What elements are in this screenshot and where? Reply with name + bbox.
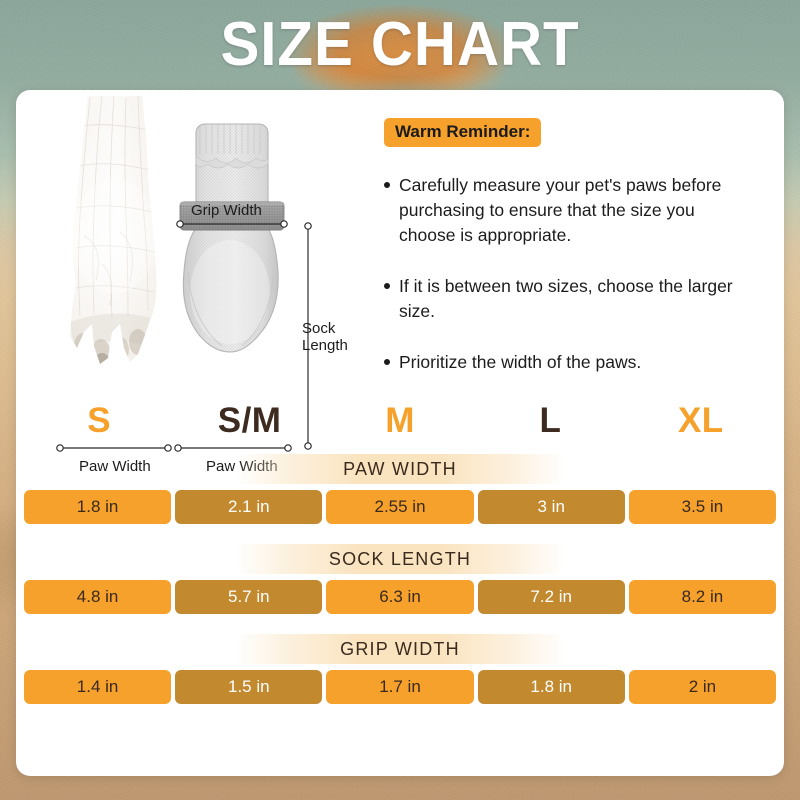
section-band [235, 454, 565, 484]
reminder-tip: If it is between two sizes, choose the l… [384, 274, 756, 324]
value-cell: 6.3 in [326, 580, 474, 614]
section-label-sock-length: SOCK LENGTH [16, 542, 784, 576]
size-header-l: L [539, 401, 562, 440]
section-spacer [16, 614, 784, 632]
size-header-s: S [87, 401, 112, 440]
value-cell: 2.55 in [326, 490, 474, 524]
reminder-tip: Prioritize the width of the paws. [384, 350, 756, 375]
dog-paw-photo [50, 96, 180, 364]
size-header-sm: S/M [217, 401, 282, 440]
section-label-grip-width: GRIP WIDTH [16, 632, 784, 666]
value-row-paw-width: 1.8 in 2.1 in 2.55 in 3 in 3.5 in [16, 490, 784, 524]
sock-length-label: Sock Length [302, 320, 348, 354]
size-chart-card: Grip Width Sock Length Paw Width Paw Wid… [16, 90, 784, 776]
section-label-text: SOCK LENGTH [328, 548, 472, 569]
value-cell: 1.4 in [24, 670, 172, 704]
warm-reminder-panel: Warm Reminder: Carefully measure your pe… [384, 118, 756, 375]
value-cell: 7.2 in [477, 580, 625, 614]
value-cell: 1.5 in [175, 670, 323, 704]
measurement-diagram: Grip Width Sock Length Paw Width Paw Wid… [16, 90, 784, 475]
reminder-tip: Carefully measure your pet's paws before… [384, 173, 756, 248]
size-header-m: M [385, 401, 415, 440]
value-cell: 1.8 in [24, 490, 172, 524]
section-label-text: PAW WIDTH [343, 458, 457, 479]
value-cell: 1.7 in [326, 670, 474, 704]
value-cell: 8.2 in [628, 580, 777, 614]
value-cell: 3 in [477, 490, 625, 524]
value-row-sock-length: 4.8 in 5.7 in 6.3 in 7.2 in 8.2 in [16, 580, 784, 614]
dog-sock-illustration [172, 122, 292, 360]
value-cell: 2 in [628, 670, 777, 704]
section-label-text: GRIP WIDTH [340, 638, 460, 659]
value-cell: 4.8 in [24, 580, 172, 614]
size-table: S S/M M L XL PAW WIDTH 1.8 in 2.1 in 2.5… [16, 390, 784, 704]
grip-width-label: Grip Width [191, 202, 262, 219]
value-row-grip-width: 1.4 in 1.5 in 1.7 in 1.8 in 2 in [16, 670, 784, 704]
size-header-row: S S/M M L XL [16, 390, 784, 452]
section-spacer [16, 524, 784, 542]
warm-reminder-badge: Warm Reminder: [384, 118, 542, 147]
size-header-xl: XL [677, 401, 724, 440]
value-cell: 5.7 in [175, 580, 323, 614]
value-cell: 3.5 in [628, 490, 777, 524]
paw-width-label-photo: Paw Width [79, 458, 151, 475]
page-title: SIZE CHART [220, 10, 580, 79]
value-cell: 1.8 in [477, 670, 625, 704]
section-band [235, 634, 565, 664]
section-label-paw-width: PAW WIDTH [16, 452, 784, 486]
section-band [235, 544, 565, 574]
value-cell: 2.1 in [175, 490, 323, 524]
